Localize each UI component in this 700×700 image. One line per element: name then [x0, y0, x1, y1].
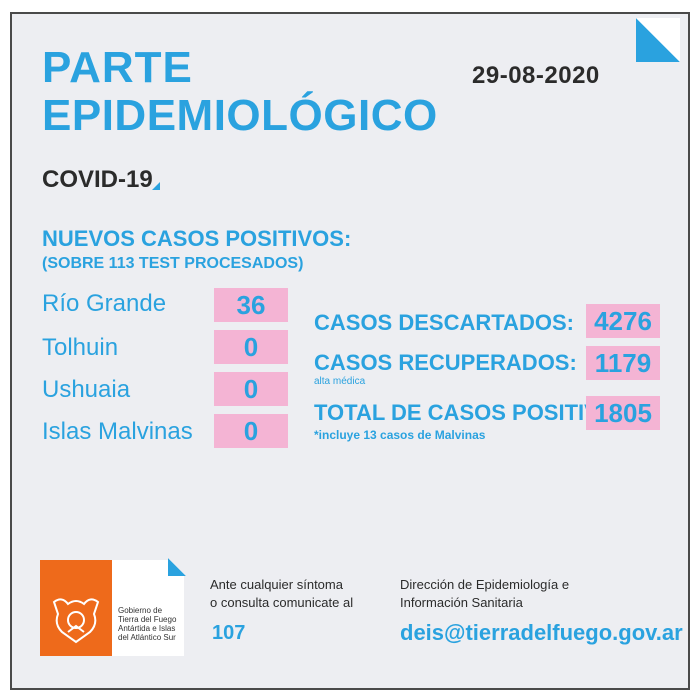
- contact-line-2: o consulta comunicate al: [210, 595, 354, 610]
- contact-email: deis@tierradelfuego.gov.ar: [400, 620, 683, 645]
- city-value-ushuaia: 0: [214, 372, 288, 406]
- city-label-tolhuin: Tolhuin: [42, 334, 119, 361]
- logo-orange-panel: [40, 560, 112, 656]
- logo-caption: Gobierno de Tierra del Fuego Antártida e…: [118, 606, 176, 642]
- city-label-ushuaia: Ushuaia: [42, 376, 131, 403]
- city-value-rio-grande: 36: [214, 288, 288, 322]
- total-positive-note: *incluye 13 casos de Malvinas: [314, 428, 486, 442]
- report-card: PARTE EPIDEMIOLÓGICO 29-08-2020 COVID-19…: [10, 12, 690, 690]
- city-label-rio-grande: Río Grande: [42, 290, 167, 317]
- phone-number: 107: [212, 622, 246, 644]
- logo-caption-line-2: Tierra del Fuego: [118, 615, 177, 624]
- new-cases-title: NUEVOS CASOS POSITIVOS:: [42, 226, 352, 251]
- new-cases-heading: NUEVOS CASOS POSITIVOS: (SOBRE 113 TEST …: [42, 226, 351, 274]
- coat-of-arms-icon: [52, 598, 100, 644]
- page-title: PARTE EPIDEMIOLÓGICO: [42, 44, 438, 140]
- covid-subtitle: COVID-19: [42, 166, 153, 193]
- department-text: Dirección de Epidemiología e Información…: [400, 576, 569, 612]
- discarded-label: CASOS DESCARTADOS:: [314, 310, 574, 335]
- logo-caption-line-3: Antártida e Islas: [118, 624, 176, 633]
- new-cases-subtitle: (SOBRE 113 TEST PROCESADOS): [42, 255, 304, 272]
- recovered-note: alta médica: [314, 376, 366, 387]
- recovered-value: 1179: [586, 346, 660, 380]
- total-positive-value: 1805: [586, 396, 660, 430]
- contact-line-1: Ante cualquier síntoma: [210, 577, 343, 592]
- title-line-2: EPIDEMIOLÓGICO: [42, 91, 438, 140]
- city-value-islas-malvinas: 0: [214, 414, 288, 448]
- logo-caption-line-4: del Atlántico Sur: [118, 633, 176, 642]
- report-date: 29-08-2020: [472, 62, 600, 89]
- city-label-islas-malvinas: Islas Malvinas: [42, 418, 193, 445]
- logo-white-panel: [112, 560, 184, 656]
- contact-text: Ante cualquier síntoma o consulta comuni…: [210, 576, 353, 612]
- logo-caption-line-1: Gobierno de: [118, 606, 163, 615]
- department-line-1: Dirección de Epidemiología e: [400, 577, 570, 592]
- logo-fold-icon: [168, 558, 186, 576]
- total-positive-label: TOTAL DE CASOS POSITIVOS: [314, 400, 631, 425]
- corner-fold-icon: [636, 18, 680, 62]
- triangle-icon: [152, 182, 160, 190]
- government-logo: Gobierno de Tierra del Fuego Antártida e…: [40, 558, 186, 656]
- department-line-2: Información Sanitaria: [400, 595, 523, 610]
- title-line-1: PARTE: [42, 43, 193, 92]
- recovered-label: CASOS RECUPERADOS:: [314, 350, 577, 375]
- city-value-tolhuin: 0: [214, 330, 288, 364]
- discarded-value: 4276: [586, 304, 660, 338]
